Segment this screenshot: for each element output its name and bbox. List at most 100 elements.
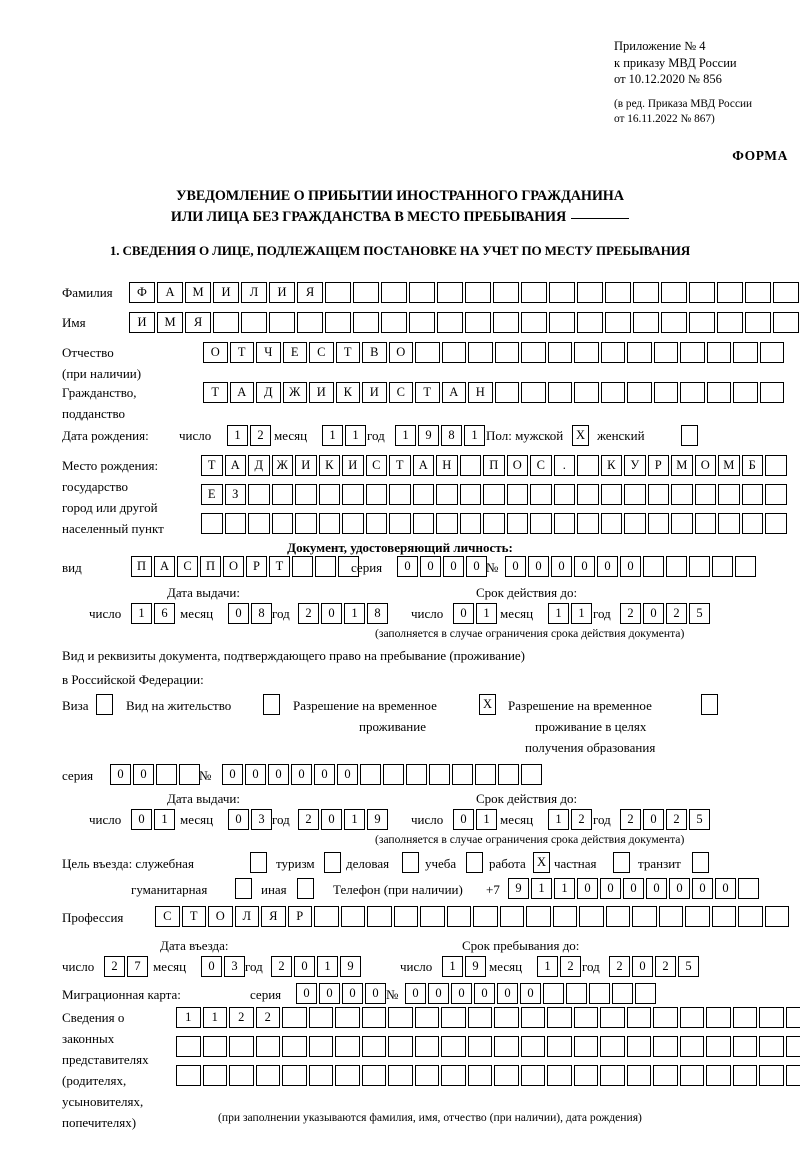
purpose-transit-checkbox[interactable]: [692, 852, 709, 873]
char-cell[interactable]: [773, 282, 799, 303]
char-cell[interactable]: 0: [453, 603, 474, 624]
char-cell[interactable]: Т: [335, 342, 360, 363]
char-cell[interactable]: [600, 484, 622, 505]
char-cell[interactable]: [467, 1065, 492, 1086]
char-cell[interactable]: [566, 983, 587, 1004]
char-cell[interactable]: 0: [342, 983, 363, 1004]
char-cell[interactable]: А: [224, 455, 246, 476]
char-cell[interactable]: [338, 556, 359, 577]
char-cell[interactable]: [498, 764, 519, 785]
char-cell[interactable]: [325, 282, 351, 303]
char-cell[interactable]: [388, 1036, 413, 1057]
char-cell[interactable]: 0: [337, 764, 358, 785]
char-cell[interactable]: [735, 556, 756, 577]
char-cell[interactable]: [335, 1036, 360, 1057]
char-cell[interactable]: [647, 513, 669, 534]
char-cell[interactable]: [765, 455, 787, 476]
char-cell[interactable]: 0: [365, 983, 386, 1004]
char-cell[interactable]: А: [229, 382, 254, 403]
char-cell[interactable]: [365, 513, 387, 534]
visa-checkbox[interactable]: [96, 694, 113, 715]
char-cell[interactable]: [733, 382, 758, 403]
char-cell[interactable]: [271, 513, 293, 534]
char-cell[interactable]: [468, 342, 493, 363]
char-cell[interactable]: 0: [646, 878, 667, 899]
char-cell[interactable]: [255, 1036, 280, 1057]
char-cell[interactable]: [437, 282, 463, 303]
char-cell[interactable]: [429, 764, 450, 785]
char-cell[interactable]: 1: [554, 878, 575, 899]
char-cell[interactable]: [308, 1036, 333, 1057]
char-cell[interactable]: 0: [643, 809, 664, 830]
char-cell[interactable]: [706, 1036, 731, 1057]
char-cell[interactable]: [365, 484, 387, 505]
char-cell[interactable]: [600, 1007, 625, 1028]
char-cell[interactable]: [467, 1007, 492, 1028]
char-cell[interactable]: 2: [666, 809, 687, 830]
char-cell[interactable]: [706, 342, 731, 363]
char-cell[interactable]: 1: [317, 956, 338, 977]
char-cell[interactable]: Ч: [256, 342, 281, 363]
char-cell[interactable]: [494, 1007, 519, 1028]
char-cell[interactable]: [295, 484, 317, 505]
char-cell[interactable]: [553, 513, 575, 534]
char-cell[interactable]: [547, 382, 572, 403]
char-cell[interactable]: Н: [468, 382, 493, 403]
char-cell[interactable]: [308, 1065, 333, 1086]
char-cell[interactable]: С: [309, 342, 334, 363]
char-cell[interactable]: 1: [571, 603, 592, 624]
char-cell[interactable]: 2: [571, 809, 592, 830]
char-cell[interactable]: [689, 556, 710, 577]
char-cell[interactable]: И: [342, 455, 364, 476]
char-cell[interactable]: [361, 1065, 386, 1086]
char-cell[interactable]: 7: [127, 956, 148, 977]
char-cell[interactable]: [653, 382, 678, 403]
char-cell[interactable]: .: [553, 455, 575, 476]
char-cell[interactable]: 1: [476, 809, 497, 830]
char-cell[interactable]: [493, 282, 519, 303]
char-cell[interactable]: [605, 282, 631, 303]
char-cell[interactable]: [389, 513, 411, 534]
purpose-other-checkbox[interactable]: [297, 878, 314, 899]
char-cell[interactable]: 1: [154, 809, 175, 830]
char-cell[interactable]: [465, 282, 491, 303]
char-cell[interactable]: [342, 513, 364, 534]
char-cell[interactable]: 1: [442, 956, 463, 977]
char-cell[interactable]: [441, 1065, 466, 1086]
char-cell[interactable]: [679, 1065, 704, 1086]
char-cell[interactable]: [633, 312, 659, 333]
char-cell[interactable]: [612, 983, 633, 1004]
char-cell[interactable]: [521, 382, 546, 403]
char-cell[interactable]: 0: [574, 556, 595, 577]
char-cell[interactable]: П: [483, 455, 505, 476]
char-cell[interactable]: [441, 342, 466, 363]
char-cell[interactable]: 0: [623, 878, 644, 899]
char-cell[interactable]: Р: [246, 556, 267, 577]
char-cell[interactable]: С: [155, 906, 180, 927]
char-cell[interactable]: А: [441, 382, 466, 403]
purpose-tourism-checkbox[interactable]: [324, 852, 341, 873]
char-cell[interactable]: [759, 1036, 784, 1057]
char-cell[interactable]: 0: [321, 603, 342, 624]
char-cell[interactable]: М: [671, 455, 693, 476]
purpose-humanitarian-checkbox[interactable]: [235, 878, 252, 899]
char-cell[interactable]: 0: [222, 764, 243, 785]
char-cell[interactable]: [383, 764, 404, 785]
char-cell[interactable]: У: [624, 455, 646, 476]
char-cell[interactable]: [229, 1065, 254, 1086]
char-cell[interactable]: 0: [577, 878, 598, 899]
char-cell[interactable]: [202, 1065, 227, 1086]
char-cell[interactable]: [493, 312, 519, 333]
char-cell[interactable]: [764, 906, 789, 927]
char-cell[interactable]: [526, 906, 551, 927]
char-cell[interactable]: [342, 484, 364, 505]
char-cell[interactable]: [785, 1036, 800, 1057]
char-cell[interactable]: [255, 1065, 280, 1086]
